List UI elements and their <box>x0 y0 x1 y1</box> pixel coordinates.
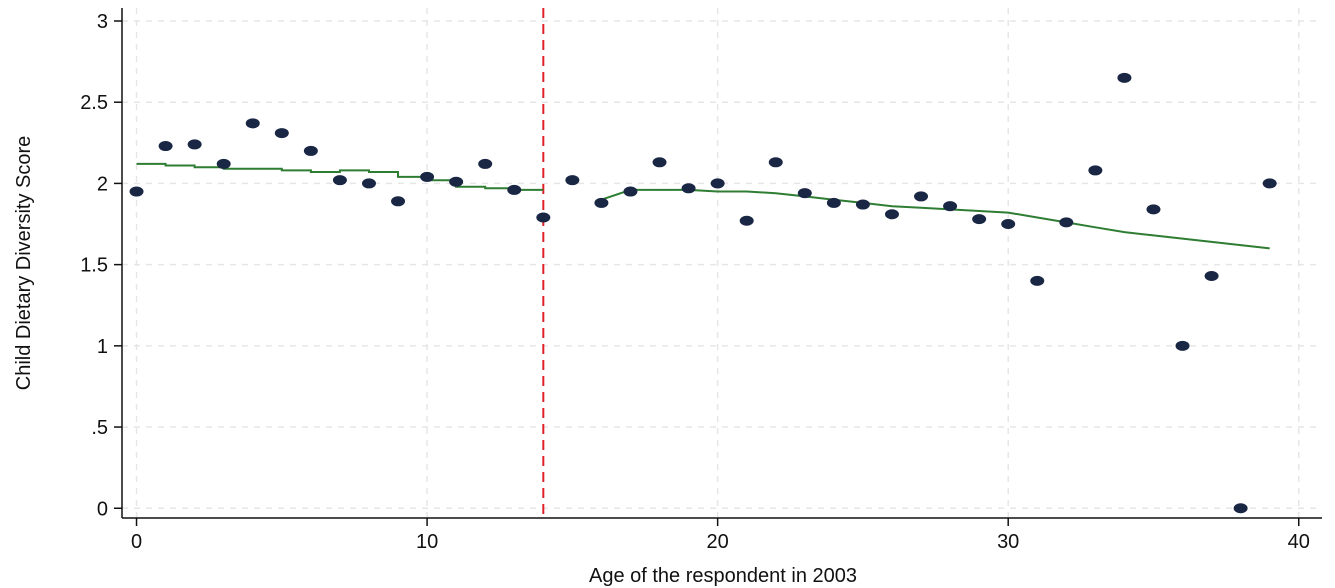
axes <box>114 8 1322 526</box>
data-point <box>507 184 522 195</box>
data-point <box>332 175 347 186</box>
y-tick-label: 1 <box>97 336 108 358</box>
x-tick-label: 10 <box>416 531 438 553</box>
x-tick-label: 20 <box>707 531 729 553</box>
data-point <box>216 158 231 169</box>
data-point <box>274 128 289 139</box>
data-point <box>594 197 609 208</box>
data-point <box>768 157 783 168</box>
data-point <box>1146 204 1161 215</box>
data-point <box>1204 270 1219 281</box>
y-tick-label: 1.5 <box>80 255 108 277</box>
data-point <box>884 209 899 220</box>
data-point <box>478 158 493 169</box>
data-point <box>623 186 638 197</box>
data-point <box>1262 178 1277 189</box>
grid <box>122 8 1322 518</box>
data-point <box>1088 165 1103 176</box>
tick-labels: 0.511.522.530 10 20 30 40 <box>80 11 1310 553</box>
data-point <box>420 171 435 182</box>
data-point <box>1030 275 1045 286</box>
x-tick-label: 30 <box>997 531 1019 553</box>
fit-line-right <box>601 188 1270 250</box>
data-point <box>739 215 754 226</box>
x-axis-title: Age of the respondent in 2003 <box>589 565 857 587</box>
y-axis-title: Child Dietary Diversity Score <box>13 136 35 391</box>
data-point <box>158 141 173 152</box>
data-point <box>681 183 696 194</box>
y-tick-label: 3 <box>97 11 108 33</box>
fit-line-left <box>136 162 544 191</box>
y-tick-label: 0 <box>97 498 108 520</box>
data-point <box>361 178 376 189</box>
y-tick-label: .5 <box>91 417 108 439</box>
x-tick-label: 0 <box>131 531 142 553</box>
data-point <box>1001 219 1016 230</box>
data-point <box>797 188 812 199</box>
data-point <box>1175 340 1190 351</box>
data-point <box>943 201 958 212</box>
data-point <box>391 196 406 207</box>
data-point <box>245 118 260 129</box>
data-point <box>565 175 580 186</box>
data-point <box>972 214 987 225</box>
data-points <box>129 72 1277 514</box>
data-point <box>652 157 667 168</box>
data-point <box>536 212 551 223</box>
x-tick-label: 40 <box>1288 531 1310 553</box>
data-point <box>449 176 464 187</box>
data-point <box>1233 503 1248 514</box>
data-point <box>187 139 202 150</box>
data-point <box>914 191 929 202</box>
y-tick-label: 2.5 <box>80 92 108 114</box>
data-point <box>855 199 870 210</box>
y-tick-label: 2 <box>97 173 108 195</box>
data-point <box>1117 72 1132 83</box>
data-point <box>710 178 725 189</box>
data-point <box>826 197 841 208</box>
data-point <box>1059 217 1074 228</box>
data-point <box>303 145 318 156</box>
fit-lines <box>136 162 1270 250</box>
data-point <box>129 186 144 197</box>
